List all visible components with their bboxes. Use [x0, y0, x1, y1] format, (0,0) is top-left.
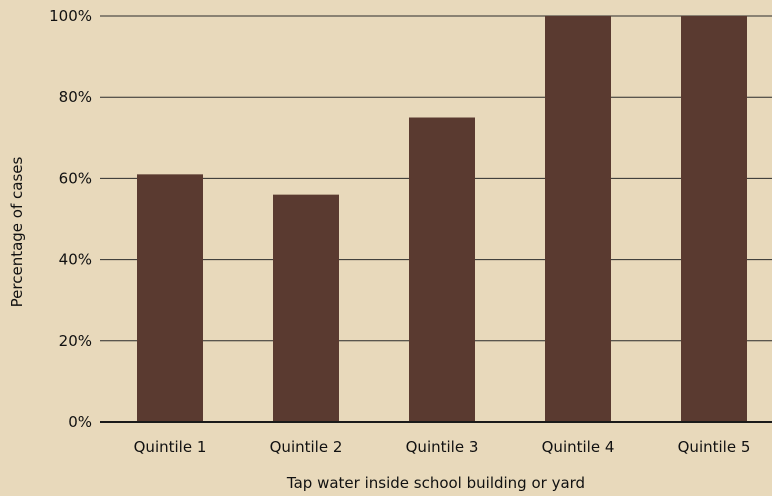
y-tick-label: 80%: [59, 88, 92, 106]
y-tick-label: 0%: [68, 413, 92, 431]
x-tick-labels: Quintile 1 Quintile 2 Quintile 3 Quintile 4…: [134, 438, 751, 456]
y-tick-label: 40%: [59, 251, 92, 269]
bar: [545, 16, 611, 422]
bar: [409, 117, 475, 422]
x-tick-label: Quintile 2: [270, 438, 343, 456]
y-tick-label: 20%: [59, 332, 92, 350]
x-tick-label: Quintile 1: [134, 438, 207, 456]
x-tick-label: Quintile 3: [406, 438, 479, 456]
bar: [273, 194, 339, 422]
bar: [681, 16, 747, 422]
x-tick-label: Quintile 4: [542, 438, 615, 456]
y-axis-label: Percentage of cases: [8, 156, 26, 307]
x-axis-label: Tap water inside school building or yard: [286, 474, 585, 492]
y-tick-labels: 0% 20% 40% 60% 80% 100%: [49, 7, 92, 431]
bars: [137, 16, 747, 422]
bar: [137, 174, 203, 422]
y-tick-label: 60%: [59, 169, 92, 187]
x-tick-label: Quintile 5: [678, 438, 751, 456]
y-tick-label: 100%: [49, 7, 92, 25]
